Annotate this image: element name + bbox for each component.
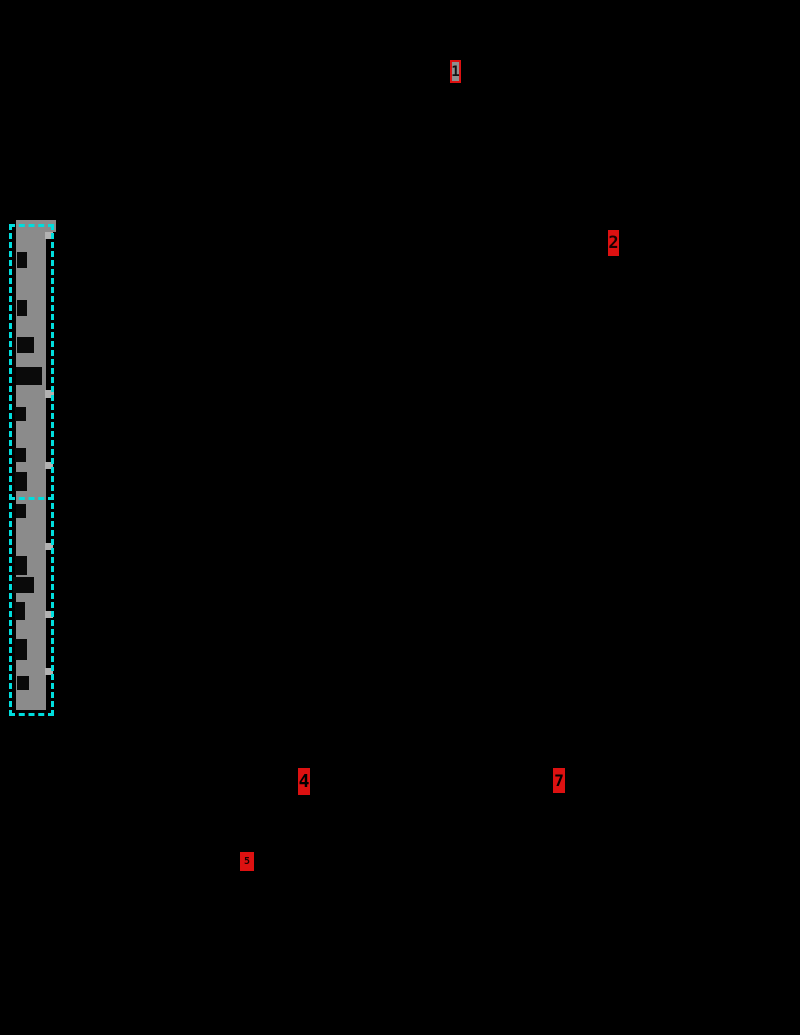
strip-icon-blob bbox=[15, 639, 27, 660]
strip-icon-blob bbox=[15, 602, 25, 620]
strip-icon-blob bbox=[15, 556, 27, 575]
som-mark-4[interactable]: 4 bbox=[298, 768, 310, 795]
strip-icon-blob bbox=[16, 367, 42, 385]
strip-icon-blob bbox=[17, 337, 34, 353]
strip-icon-blob bbox=[17, 676, 29, 690]
strip-icon-blob bbox=[15, 472, 27, 491]
som-mark-5[interactable]: 5 bbox=[240, 852, 254, 871]
selection-rectangle[interactable] bbox=[9, 224, 54, 716]
som-mark-label: 4 bbox=[298, 770, 310, 792]
strip-icon-blob bbox=[17, 252, 27, 268]
som-mark-label: 7 bbox=[554, 770, 564, 790]
som-mark-2[interactable]: 2 bbox=[608, 230, 619, 256]
strip-edge-notch bbox=[45, 462, 53, 469]
som-mark-label: 2 bbox=[608, 232, 619, 253]
selection-divider[interactable] bbox=[9, 497, 54, 500]
som-mark-1[interactable]: 1 bbox=[450, 60, 461, 83]
strip-icon-blob bbox=[15, 407, 26, 421]
som-mark-7[interactable]: 7 bbox=[553, 768, 565, 793]
strip-icon-blob bbox=[17, 300, 27, 316]
strip-icon-blob bbox=[13, 577, 34, 593]
strip-edge-notch bbox=[45, 668, 53, 675]
strip-edge-notch bbox=[45, 611, 53, 618]
strip-edge-notch bbox=[45, 232, 53, 239]
strip-edge-notch bbox=[45, 390, 54, 398]
som-mark-label: 1 bbox=[451, 63, 460, 80]
som-mark-label: 5 bbox=[243, 855, 251, 867]
strip-icon-blob bbox=[15, 448, 26, 462]
strip-edge-notch bbox=[45, 543, 53, 550]
strip-icon-blob bbox=[16, 504, 26, 518]
